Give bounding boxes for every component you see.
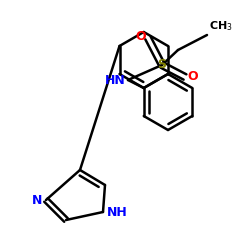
Text: S: S xyxy=(158,58,166,71)
Text: O: O xyxy=(187,70,198,84)
Text: O: O xyxy=(136,30,146,44)
Text: HN: HN xyxy=(105,74,126,86)
Text: N: N xyxy=(32,194,42,206)
Text: CH$_3$: CH$_3$ xyxy=(209,19,233,33)
Text: NH: NH xyxy=(107,206,128,218)
